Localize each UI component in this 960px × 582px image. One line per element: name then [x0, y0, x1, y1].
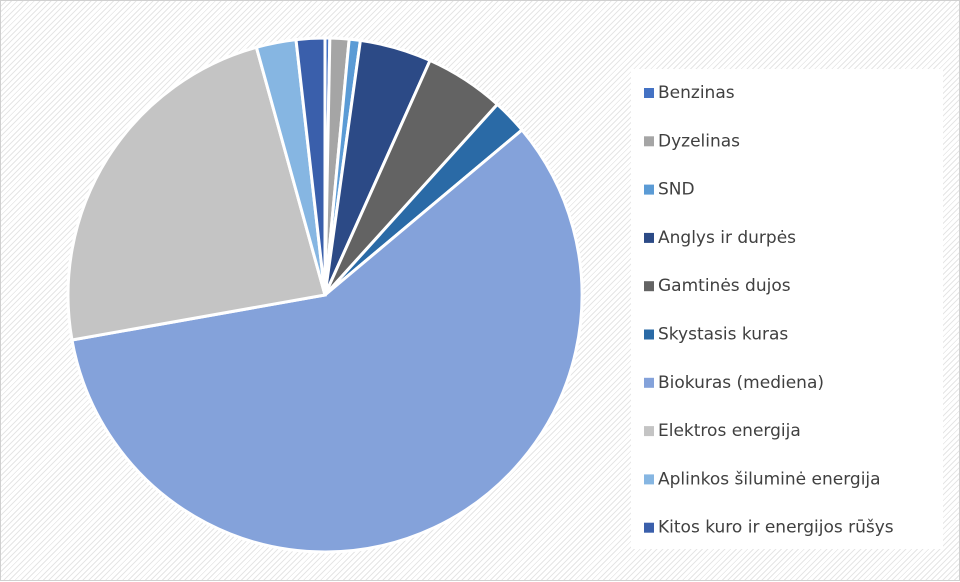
- legend-label: Biokuras (mediena): [658, 373, 824, 393]
- legend-label: Elektros energija: [658, 421, 801, 441]
- legend-swatch: [644, 377, 654, 388]
- legend-label: Kitos kuro ir energijos rūšys: [658, 518, 894, 538]
- legend-swatch: [644, 232, 654, 243]
- legend-label: SND: [658, 180, 695, 200]
- legend-swatch: [644, 136, 654, 147]
- legend-label: Anglys ir durpės: [658, 228, 796, 248]
- legend-label: Aplinkos šiluminė energija: [658, 469, 881, 489]
- legend-swatch: [644, 88, 654, 98]
- legend-swatch: [644, 426, 654, 437]
- legend-label: Dyzelinas: [658, 131, 740, 151]
- legend-swatch: [644, 184, 654, 195]
- legend-swatch: [644, 522, 654, 533]
- pie-slice: [66, 45, 327, 342]
- legend-swatch: [644, 329, 654, 340]
- legend-label: Gamtinės dujos: [658, 276, 791, 296]
- pie-slice: [70, 127, 584, 554]
- legend-label: Benzinas: [658, 83, 735, 103]
- legend-swatch: [644, 474, 654, 485]
- pie-slice: [294, 36, 327, 296]
- legend-box: [631, 69, 943, 549]
- legend-swatch: [644, 281, 654, 292]
- legend-label: Skystasis kuras: [658, 325, 788, 345]
